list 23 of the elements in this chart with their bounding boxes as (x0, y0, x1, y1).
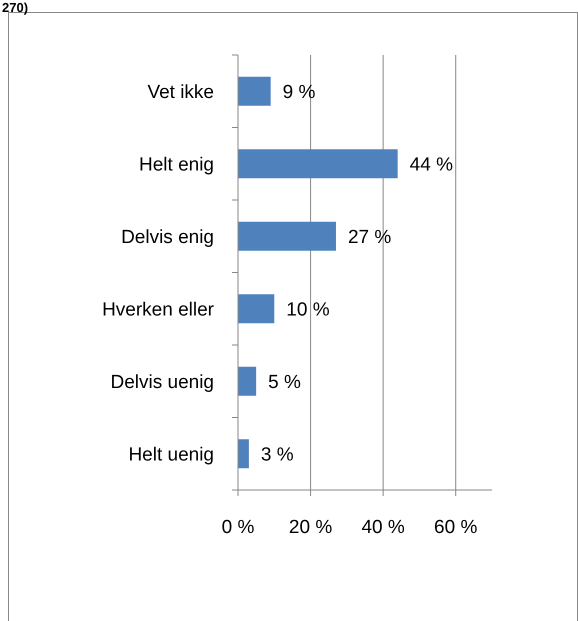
y-tick-label: Hverken eller (102, 299, 215, 320)
x-tick-label: 0 % (222, 517, 254, 538)
x-tick-label: 40 % (361, 517, 405, 538)
y-tick-label: Helt uenig (128, 444, 214, 466)
x-tick-label: 20 % (288, 517, 332, 538)
bar (238, 366, 256, 396)
data-label: 5 % (268, 372, 301, 393)
y-tick-label: Vet ikke (147, 82, 214, 103)
y-tick-label: Helt enig (139, 154, 214, 176)
bar (238, 222, 336, 251)
text: 270) (2, 0, 28, 15)
data-label: 9 % (282, 82, 316, 103)
y-tick-label: Delvis uenig (110, 372, 214, 393)
bar (238, 149, 398, 178)
bar (238, 439, 249, 468)
bar (238, 294, 274, 324)
data-label: 27 % (348, 226, 392, 248)
data-label: 44 % (410, 154, 454, 176)
x-tick-label: 60 % (434, 517, 478, 538)
data-label: 3 % (260, 444, 294, 466)
y-tick-label: Delvis enig (121, 226, 214, 248)
data-label: 10 % (286, 299, 330, 320)
bar (238, 76, 271, 106)
